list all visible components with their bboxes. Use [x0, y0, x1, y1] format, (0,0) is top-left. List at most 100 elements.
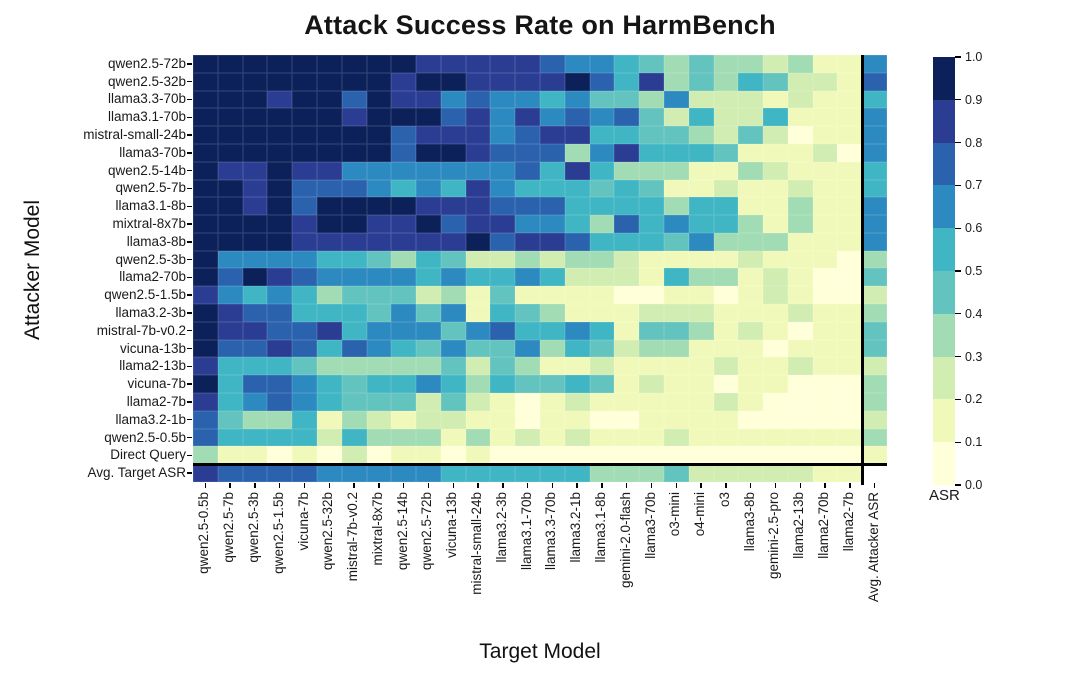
heatmap-cell	[614, 304, 640, 322]
heatmap-cell	[316, 72, 342, 91]
heatmap-cell	[738, 304, 764, 322]
heatmap-cell	[738, 446, 764, 465]
x-tick-label: vicuna-13b	[444, 492, 460, 559]
heatmap-cell	[862, 250, 887, 269]
heatmap-cell	[639, 268, 664, 287]
y-tick-label: vicuna-7b	[127, 376, 186, 392]
colorbar-tick-mark	[955, 484, 961, 486]
heatmap-cell	[763, 339, 788, 358]
heatmap-cell	[242, 357, 268, 376]
heatmap-cell	[663, 339, 689, 358]
colorbar-tick-label: 0.3	[965, 349, 983, 364]
heatmap-cell	[267, 286, 293, 305]
heatmap-cell	[614, 464, 640, 482]
heatmap-cell	[341, 55, 367, 73]
heatmap-cell	[316, 321, 342, 340]
heatmap-cell	[763, 179, 788, 198]
y-tick-mark	[187, 241, 192, 243]
heatmap-cell	[787, 393, 813, 411]
heatmap-cell	[193, 410, 218, 429]
x-tick-label: o4-mini	[692, 492, 708, 537]
heatmap-cell	[837, 268, 863, 287]
heatmap-cell	[292, 72, 317, 91]
heatmap-cell	[589, 446, 615, 465]
heatmap-cell	[341, 428, 367, 447]
heatmap-cell	[812, 215, 838, 233]
x-tick-label: qwen2.5-72b	[419, 492, 435, 571]
heatmap-cell	[416, 250, 441, 269]
heatmap-cell	[688, 464, 714, 482]
heatmap-cell	[217, 339, 243, 358]
heatmap-cell	[316, 464, 342, 482]
heatmap-cell	[688, 179, 714, 198]
heatmap-cell	[564, 357, 590, 376]
y-tick-label: llama3.3-70b	[107, 91, 186, 107]
heatmap-cell	[738, 464, 764, 482]
heatmap-cell	[465, 410, 491, 429]
heatmap-cell	[540, 126, 565, 144]
heatmap-cell	[416, 464, 441, 482]
heatmap-cell	[862, 339, 887, 358]
heatmap-cell	[663, 250, 689, 269]
heatmap-cell	[465, 464, 491, 482]
heatmap-cell	[416, 375, 441, 394]
heatmap-cell	[267, 179, 293, 198]
colorbar-tick-label: 0.8	[965, 135, 983, 150]
heatmap-cell	[663, 286, 689, 305]
heatmap-cell	[738, 357, 764, 376]
heatmap-cell	[713, 161, 739, 180]
y-tick-mark	[187, 294, 192, 296]
heatmap-cell	[837, 286, 863, 305]
heatmap-cell	[341, 375, 367, 394]
heatmap-cell	[515, 232, 540, 251]
heatmap-cell	[589, 179, 615, 198]
heatmap-cell	[812, 179, 838, 198]
x-tick-label: llama3-8b	[741, 492, 757, 552]
heatmap-cell	[763, 286, 788, 305]
colorbar-segment	[933, 270, 955, 314]
heatmap-cell	[787, 55, 813, 73]
heatmap-cell	[490, 55, 516, 73]
heatmap-cell	[713, 393, 739, 411]
heatmap-cell	[589, 215, 615, 233]
heatmap-cell	[540, 55, 565, 73]
colorbar-tick-label: 0.5	[965, 264, 983, 278]
heatmap-cell	[663, 232, 689, 251]
heatmap-cell	[217, 410, 243, 429]
heatmap-cell	[440, 90, 466, 109]
heatmap-cell	[837, 215, 863, 233]
heatmap-cell	[688, 446, 714, 465]
x-tick-mark	[353, 483, 355, 488]
heatmap-cell	[515, 321, 540, 340]
heatmap-cell	[639, 108, 664, 127]
heatmap-cell	[242, 90, 268, 109]
heatmap-cell	[713, 197, 739, 216]
heatmap-cell	[763, 304, 788, 322]
heatmap-cell	[217, 215, 243, 233]
heatmap-cell	[440, 357, 466, 376]
heatmap-cell	[688, 250, 714, 269]
heatmap-cell	[862, 108, 887, 127]
heatmap-cell	[589, 286, 615, 305]
heatmap-cell	[515, 250, 540, 269]
heatmap-cell	[440, 428, 466, 447]
colorbar-tick-mark	[955, 355, 961, 358]
heatmap-cell	[217, 250, 243, 269]
heatmap-cell	[738, 72, 764, 91]
heatmap-cell	[193, 446, 218, 465]
heatmap-cell	[688, 108, 714, 127]
heatmap-cell	[540, 268, 565, 287]
heatmap-cell	[366, 321, 392, 340]
heatmap-cell	[540, 286, 565, 305]
heatmap-cell	[837, 321, 863, 340]
heatmap-cell	[614, 321, 640, 340]
colorbar-tick-label: 0.0	[965, 478, 983, 492]
heatmap-cell	[341, 250, 367, 269]
heatmap-cell	[515, 393, 540, 411]
heatmap-cell	[738, 143, 764, 162]
heatmap-cell	[292, 357, 317, 376]
heatmap-cell	[416, 286, 441, 305]
heatmap-cell	[490, 197, 516, 216]
heatmap-cell	[663, 143, 689, 162]
heatmap-cell	[812, 108, 838, 127]
